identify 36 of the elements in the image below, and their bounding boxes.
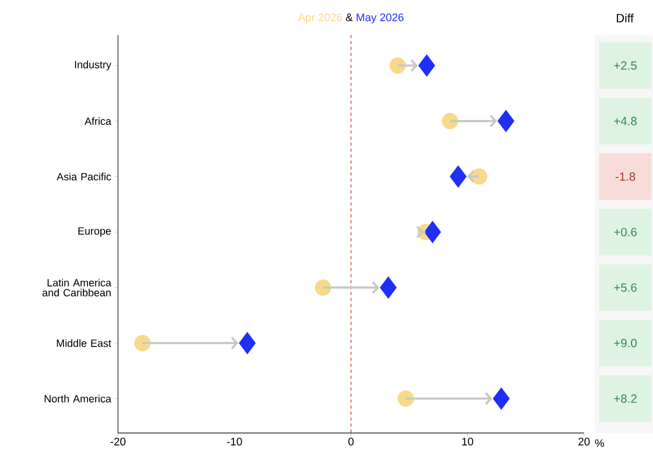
text: +4.8 [614,116,637,126]
point [492,387,510,410]
y-tick-label: Europe [78,227,111,237]
text: -1.8 [616,172,636,181]
y-tick-label: North America [44,394,112,402]
point [314,279,332,296]
text: +5.6 [614,283,637,292]
point [380,276,397,299]
x-tick-label: 0 [348,438,354,446]
text: +0.6 [614,228,637,236]
point [497,110,514,132]
y-tick-label: Industry [75,60,112,70]
point [134,334,151,352]
x-tick-label: -10 [227,438,242,446]
x-axis-title: % [595,439,604,448]
point [418,54,436,77]
text: Diff [616,14,634,22]
text: +2.5 [614,61,637,70]
text: +8.2 [614,394,637,403]
text: & [346,14,353,22]
y-tick-label: Middle East [56,339,112,347]
y-tick-label: Asia Pacific [56,172,112,180]
y-tick-label: Africa [84,117,112,125]
point [238,332,256,354]
point [450,165,467,188]
point [389,57,406,74]
point [442,112,458,130]
x-tick-label: 10 [462,438,474,446]
x-tick-label: 20 [578,438,590,446]
y-tick-label: Latin America and Caribbean [42,278,112,296]
x-tick-label: -20 [110,438,126,446]
text: +9.0 [614,338,637,348]
text: May 2026 [356,13,404,24]
text: Apr 2026 [298,13,342,24]
point [398,390,414,407]
point [424,220,441,244]
